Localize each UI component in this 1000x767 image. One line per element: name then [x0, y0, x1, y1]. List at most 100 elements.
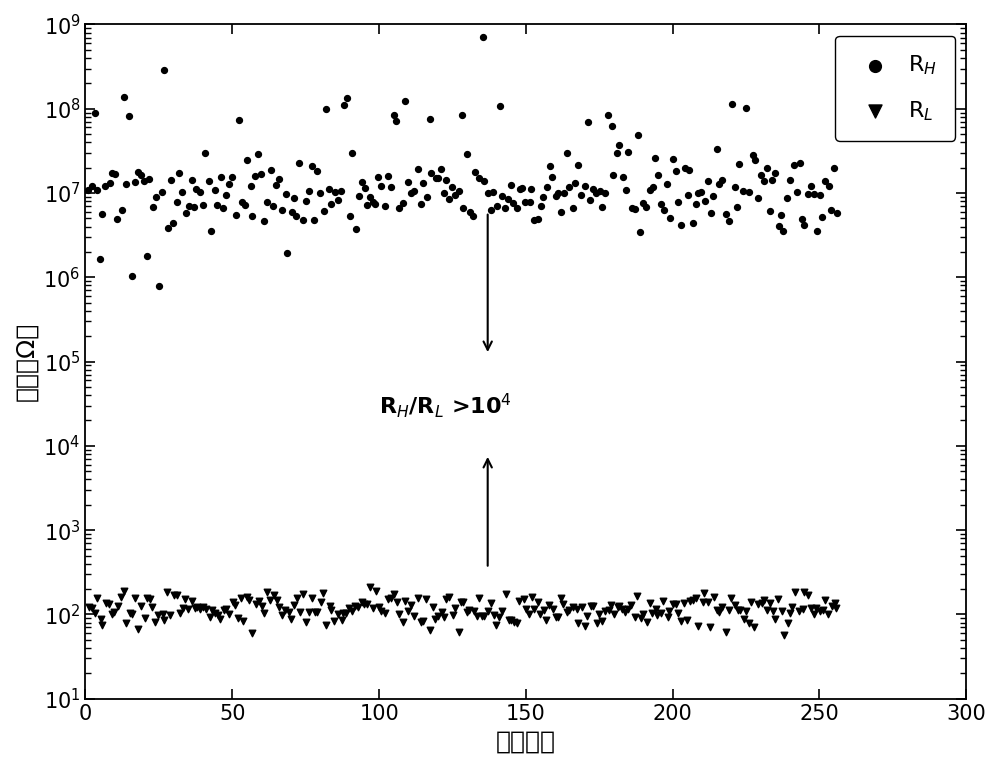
R$_L$ — [655, 594, 671, 607]
R$_L$ — [611, 601, 627, 613]
R$_H$ — [618, 183, 634, 196]
R$_H$ — [611, 139, 627, 151]
R$_L$ — [127, 591, 143, 604]
R$_L$ — [511, 595, 527, 607]
R$_H$ — [471, 173, 487, 185]
R$_H$ — [638, 201, 654, 213]
R$_H$ — [438, 174, 454, 186]
R$_H$ — [388, 114, 404, 127]
R$_L$ — [765, 605, 781, 617]
R$_H$ — [271, 173, 287, 185]
R$_L$ — [780, 617, 796, 629]
R$_L$ — [483, 597, 499, 609]
R$_H$ — [582, 194, 598, 206]
R$_L$ — [266, 589, 282, 601]
R$_L$ — [155, 607, 171, 620]
R$_H$ — [139, 249, 155, 262]
R$_L$ — [359, 598, 375, 611]
R$_L$ — [438, 592, 454, 604]
R$_H$ — [295, 213, 311, 225]
R$_L$ — [380, 593, 396, 605]
R$_H$ — [430, 172, 446, 184]
R$_H$ — [476, 175, 492, 187]
R$_H$ — [794, 212, 810, 225]
R$_L$ — [315, 588, 331, 600]
R$_H$ — [224, 171, 240, 183]
R$_H$ — [503, 179, 519, 192]
R$_H$ — [397, 95, 413, 107]
R$_L$ — [225, 596, 241, 608]
R$_L$ — [702, 621, 718, 633]
R$_H$ — [253, 168, 269, 180]
R$_L$ — [326, 614, 342, 627]
R$_H$ — [274, 204, 290, 216]
R$_H$ — [539, 181, 555, 193]
R$_L$ — [195, 601, 211, 613]
R$_H$ — [359, 199, 375, 211]
R$_L$ — [204, 604, 220, 617]
R$_H$ — [494, 189, 510, 202]
R$_L$ — [579, 610, 595, 622]
R$_H$ — [351, 189, 367, 202]
R$_L$ — [614, 603, 630, 615]
R$_L$ — [459, 606, 475, 618]
R$_L$ — [281, 606, 297, 618]
R$_H$ — [419, 191, 435, 203]
R$_H$ — [693, 186, 709, 199]
R$_H$ — [573, 189, 589, 201]
R$_H$ — [165, 217, 181, 229]
R$_L$ — [469, 610, 485, 622]
R$_H$ — [764, 174, 780, 186]
R$_H$ — [312, 186, 328, 199]
R$_L$ — [524, 591, 540, 603]
R$_L$ — [570, 617, 586, 629]
R$_L$ — [427, 614, 443, 626]
R$_L$ — [526, 603, 542, 615]
R$_H$ — [104, 167, 120, 179]
R$_H$ — [500, 193, 516, 205]
R$_H$ — [323, 198, 339, 210]
R$_H$ — [523, 183, 539, 195]
R$_L$ — [430, 610, 446, 622]
R$_H$ — [753, 169, 769, 181]
R$_L$ — [700, 596, 716, 608]
R$_H$ — [514, 183, 530, 195]
R$_H$ — [386, 108, 402, 120]
R$_L$ — [189, 601, 205, 613]
R$_H$ — [288, 210, 304, 222]
R$_L$ — [635, 607, 651, 620]
R$_L$ — [289, 592, 305, 604]
R$_L$ — [466, 605, 482, 617]
R$_H$ — [817, 174, 833, 186]
R$_H$ — [809, 225, 825, 238]
R$_H$ — [556, 187, 572, 199]
R$_L$ — [362, 581, 378, 593]
R$_H$ — [738, 102, 754, 114]
R$_H$ — [509, 202, 525, 215]
R$_H$ — [609, 147, 625, 160]
R$_H$ — [97, 180, 113, 193]
R$_L$ — [759, 604, 775, 616]
R$_L$ — [259, 586, 275, 598]
R$_H$ — [588, 186, 604, 199]
R$_L$ — [227, 599, 243, 611]
R$_H$ — [517, 196, 533, 209]
R$_H$ — [542, 160, 558, 172]
R$_L$ — [451, 625, 467, 637]
R$_H$ — [114, 204, 130, 216]
R$_L$ — [110, 601, 126, 613]
R$_H$ — [365, 196, 381, 209]
R$_H$ — [635, 196, 651, 209]
R$_L$ — [509, 617, 525, 629]
R$_H$ — [647, 152, 663, 164]
R$_L$ — [216, 604, 232, 616]
R$_H$ — [656, 203, 672, 216]
R$_H$ — [178, 207, 194, 219]
R$_H$ — [497, 202, 513, 215]
R$_L$ — [198, 603, 214, 615]
R$_L$ — [812, 604, 828, 617]
R$_H$ — [565, 202, 581, 215]
R$_L$ — [101, 597, 117, 610]
R$_H$ — [756, 175, 772, 187]
R$_H$ — [829, 206, 845, 219]
